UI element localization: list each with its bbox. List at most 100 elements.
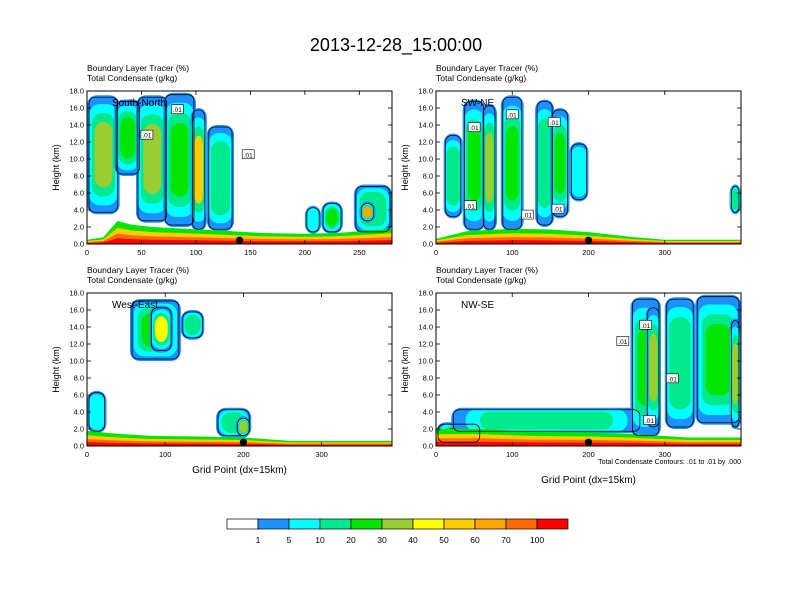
y-tick-label: 6.0 [423,189,433,198]
contour-label-text: .01 [668,376,677,383]
contour-label-box [643,415,656,425]
x-tick-label: 50 [137,248,145,257]
colorbar-label: 70 [501,535,511,545]
colorbar-swatch [474,518,507,530]
condensate-contour [360,203,375,222]
contour-label-box [467,122,481,132]
colorbar-label: 30 [377,535,387,545]
condensate-contour [647,307,660,428]
condensate-contour [306,207,320,233]
tracer-shade [186,316,200,334]
tracer-shade [143,123,162,195]
contour-label-box [639,319,652,330]
y-tick-label: 0.0 [74,240,84,249]
tracer-shade [91,400,103,424]
contour-label: .01 [505,109,519,119]
y-tick-label: 8.0 [74,172,84,181]
tracer-cloud [206,125,235,232]
colorbar-swatch [381,518,414,530]
condensate-contours [445,96,740,230]
y-tick-label: 6.0 [74,189,84,198]
panel-label: South-North [112,98,166,109]
contour-label-box [521,209,534,220]
tracer-cloud [321,201,343,234]
contour-label: .01 [643,415,656,425]
x-axis: 0 100 200 300 [85,293,328,459]
y-tick-label: 4.0 [423,206,433,215]
panel-2: Boundary Layer Tracer (%)Total Condensat… [400,63,742,257]
tracer-shade [539,128,550,199]
panels: Boundary Layer Tracer (%) Total Condensat… [51,63,742,486]
contour-label-box [666,373,679,384]
contour-label-box [171,104,184,114]
tracer-cloud [451,407,642,434]
y-tick-label: 10.0 [69,357,84,366]
colorbar-swatch [443,518,476,530]
tracer-shade [485,132,494,203]
contour-label: .01 [140,129,154,140]
x-tick-label: 250 [353,248,366,257]
colorbar-label: 60 [470,535,480,545]
colorbar-swatch [319,518,352,530]
y-tick-label: 8.0 [423,374,433,383]
contour-label: .01 [171,104,184,114]
tracer-shade [362,206,372,218]
tracer-cloud [235,416,252,438]
y-tick-label: 0.0 [423,240,433,249]
colorbar-swatch [257,518,290,530]
panel-header-condensate: Total Condensate (g/kg) [436,275,526,285]
tracer-cloud [149,305,174,353]
tracer-shade [194,135,204,204]
y-tick-label: 10.0 [418,357,433,366]
panel-label: West-East [112,300,158,311]
y-tick-label: 16.0 [69,104,84,113]
tracer-field [87,298,392,446]
colorbar-label: 10 [315,535,325,545]
condensate-contour [355,186,391,233]
tracer-shade [154,316,168,342]
tracer-cloud [87,390,107,434]
condensate-contour [437,423,481,443]
tracer-shade [732,343,739,405]
x-axis: 0 50 100 150 200 250 [85,91,366,257]
tracer-cloud [500,95,524,232]
colorbar-swatch [226,518,259,530]
contour-label-text: .01 [550,120,559,127]
panel-header-tracer: Boundary Layer Tracer (%) [436,63,538,73]
tracer-cloud [664,297,696,429]
y-axis: 0.0 2.0 4.0 6.0 8.0 10.0 12.0 14.0 16.0 18.0 [69,289,392,451]
contour-label-text: .01 [553,207,562,214]
boundary-layer-band [87,442,392,446]
x-axis: 0 100 200 300 [434,293,671,459]
contour-label-box [464,200,477,211]
tracer-shade [705,323,731,396]
tracer-cloud [114,99,142,176]
tracer-cloud [569,142,589,202]
panel-header-tracer: Boundary Layer Tracer (%) [87,63,189,73]
y-tick-label: 8.0 [423,172,433,181]
y-tick-label: 4.0 [74,206,84,215]
tracer-cloud [163,92,196,227]
x-tick-label: 300 [658,248,671,257]
tracer-shade [308,212,318,228]
condensate-contour [731,320,740,428]
colorbar-swatch [536,518,569,530]
x-tick-label: 300 [658,450,671,459]
x-tick-label: 150 [244,248,257,257]
y-tick-label: 4.0 [423,408,433,417]
condensate-contour [88,96,119,213]
panel-3: Boundary Layer Tracer (%)Total Condensat… [51,265,393,476]
condensate-contour [208,126,233,230]
tracer-field [87,92,392,244]
condensate-contour [483,105,496,230]
contour-label-box [241,149,255,160]
axes-frame [86,90,393,245]
y-tick-label: 14.0 [69,121,84,130]
x-axis-label: Grid Point (dx=15km) [541,475,636,486]
y-tick-label: 14.0 [69,323,84,332]
tracer-shade [671,326,689,400]
x-tick-label: 200 [582,450,595,459]
condensate-contour [192,109,206,230]
y-tick-label: 6.0 [423,391,433,400]
